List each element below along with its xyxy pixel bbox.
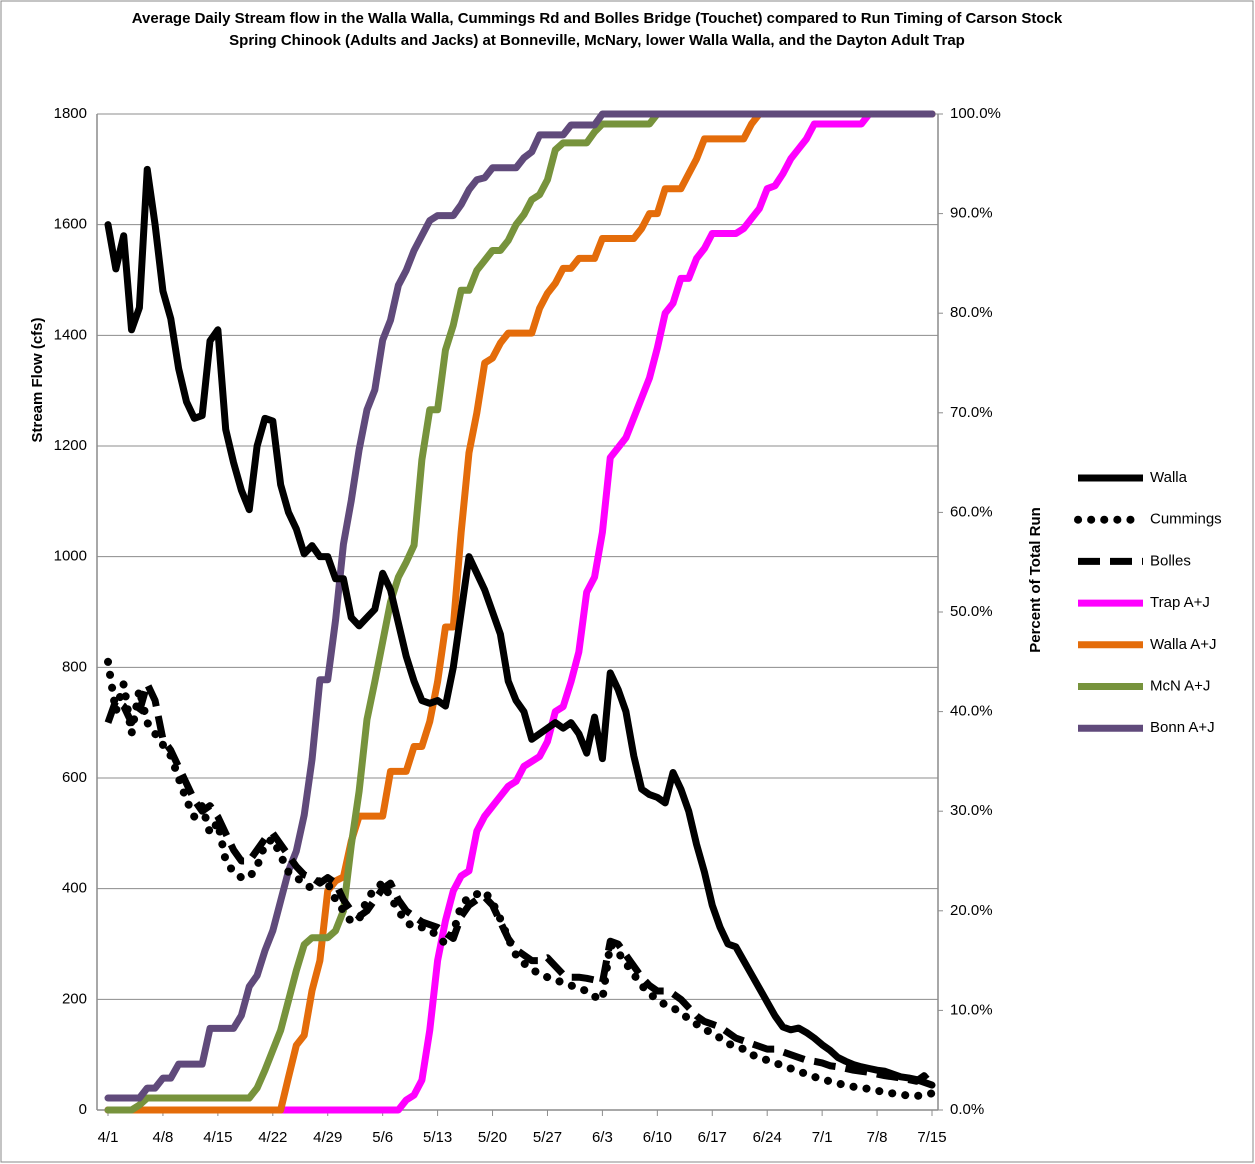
x-tick-label: 6/10: [643, 1129, 672, 1146]
legend-label: Cummings: [1150, 511, 1222, 528]
x-tick-label: 5/27: [533, 1129, 562, 1146]
y2-axis-label: Percent of Total Run: [1027, 507, 1044, 653]
y2-tick-label: 80.0%: [950, 304, 993, 321]
y-tick-label: 1600: [54, 216, 87, 233]
y2-tick-label: 60.0%: [950, 503, 993, 520]
legend-label: McN A+J: [1150, 677, 1210, 694]
series-line: [104, 165, 936, 1089]
y-tick-label: 400: [62, 880, 87, 897]
y-tick-label: 200: [62, 990, 87, 1007]
y-tick-label: 1200: [54, 437, 87, 454]
y2-tick-label: 40.0%: [950, 703, 993, 720]
x-tick-label: 4/22: [258, 1129, 287, 1146]
x-tick-label: 6/17: [698, 1129, 727, 1146]
y2-tick-label: 30.0%: [950, 802, 993, 819]
y-tick-label: 800: [62, 658, 87, 675]
y2-tick-label: 90.0%: [950, 205, 993, 222]
x-tick-label: 4/15: [203, 1129, 232, 1146]
y2-tick-label: 10.0%: [950, 1001, 993, 1018]
chart-title: Average Daily Stream flow in the Walla W…: [131, 10, 1063, 49]
x-tick-label: 5/13: [423, 1129, 452, 1146]
y2-tick-label: 70.0%: [950, 404, 993, 421]
x-tick-label: 4/29: [313, 1129, 342, 1146]
x-tick-label: 4/1: [98, 1129, 119, 1146]
y-tick-label: 1000: [54, 548, 87, 565]
x-tick-label: 7/1: [812, 1129, 833, 1146]
x-tick-label: 6/3: [592, 1129, 613, 1146]
y-axis-label: Stream Flow (cfs): [29, 317, 46, 442]
x-tick-label: 5/20: [478, 1129, 507, 1146]
legend-label: Bolles: [1150, 552, 1191, 569]
y-tick-label: 600: [62, 769, 87, 786]
y2-tick-label: 100.0%: [950, 105, 1001, 122]
x-tick-label: 5/6: [372, 1129, 393, 1146]
y-tick-label: 1800: [54, 105, 87, 122]
x-tick-label: 7/8: [867, 1129, 888, 1146]
y2-tick-label: 20.0%: [950, 902, 993, 919]
y2-tick-label: 50.0%: [950, 603, 993, 620]
y-tick-label: 0: [79, 1101, 87, 1118]
x-tick-label: 6/24: [753, 1129, 782, 1146]
x-tick-label: 7/15: [917, 1129, 946, 1146]
series-line: [104, 110, 936, 1102]
legend-label: Walla A+J: [1150, 636, 1217, 653]
legend-label: Trap A+J: [1150, 594, 1210, 611]
legend-label: Walla: [1150, 469, 1188, 486]
y2-tick-label: 0.0%: [950, 1101, 984, 1118]
y-tick-label: 1400: [54, 326, 87, 343]
series-line: [104, 680, 935, 1088]
x-tick-label: 4/8: [153, 1129, 174, 1146]
legend-label: Bonn A+J: [1150, 719, 1215, 736]
